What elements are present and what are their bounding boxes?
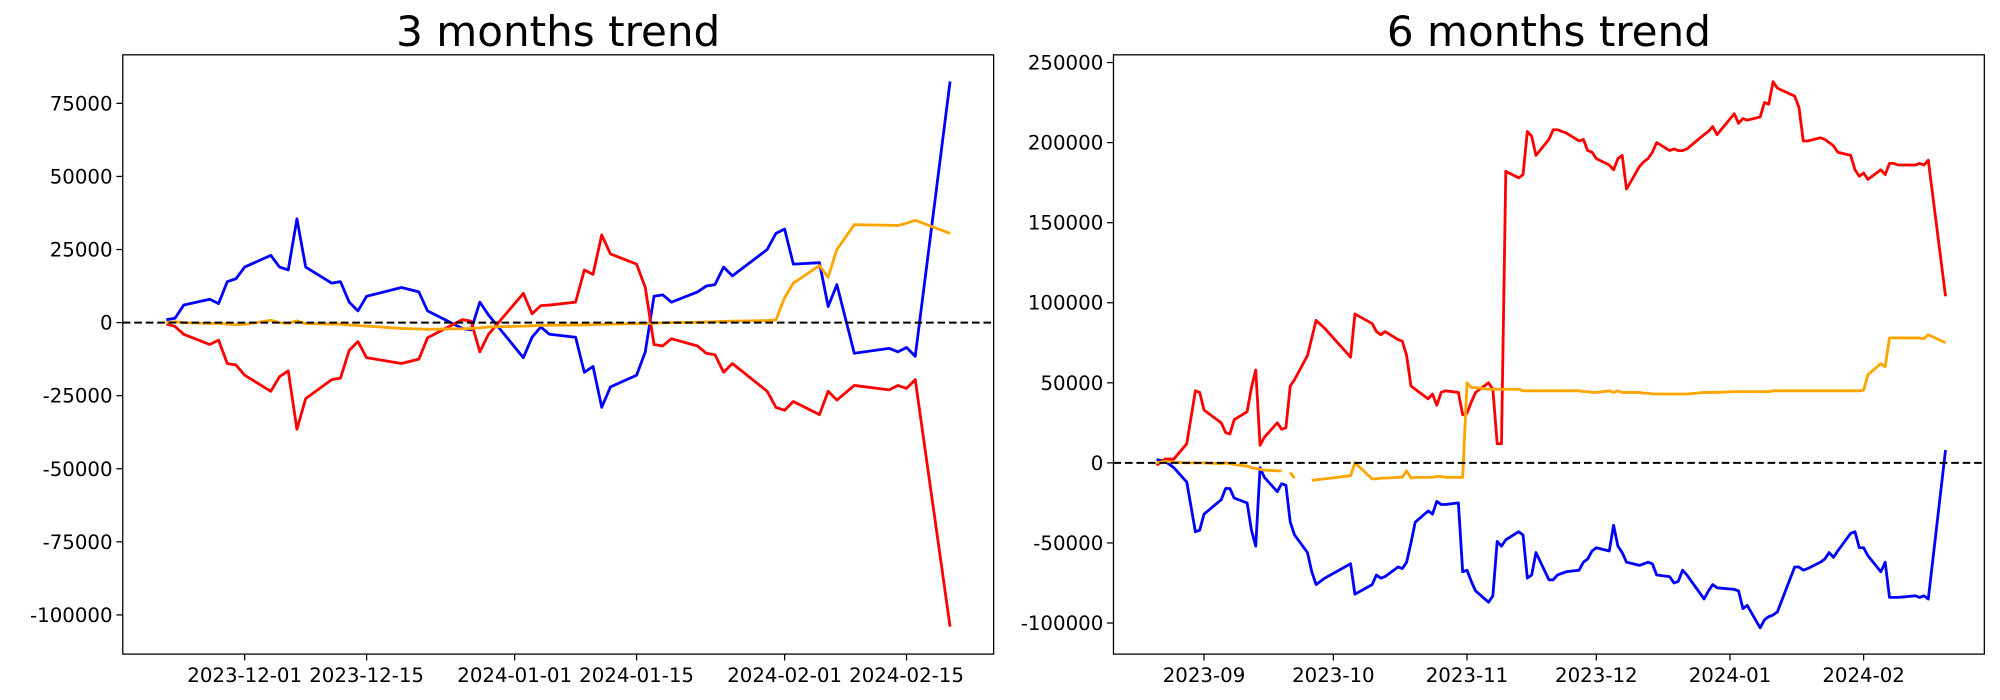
y-tick-label: -25000 <box>43 385 113 408</box>
y-tick-label: 50000 <box>1040 372 1103 395</box>
chart-title: 3 months trend <box>396 7 720 56</box>
y-tick-label: 150000 <box>1028 212 1103 235</box>
series-line <box>1156 449 1947 630</box>
y-tick-label: 0 <box>1091 452 1104 475</box>
series-line <box>166 218 951 331</box>
y-tick-label: 75000 <box>50 92 113 115</box>
x-tick-label: 2024-02-15 <box>849 664 964 687</box>
x-tick-label: 2024-01-01 <box>457 664 572 687</box>
y-tick-label: -100000 <box>30 604 113 627</box>
plot-frame <box>1112 54 1985 655</box>
y-tick-label: 50000 <box>50 165 113 188</box>
y-tick-label: -50000 <box>43 458 113 481</box>
x-tick-label: 2024-02 <box>1822 664 1905 687</box>
y-tick-label: 0 <box>100 312 113 335</box>
x-tick-label: 2023-09 <box>1163 664 1246 687</box>
y-tick-label: -75000 <box>43 531 113 554</box>
series-line <box>166 81 952 409</box>
series-line <box>1155 80 1947 467</box>
chart-title: 6 months trend <box>1387 7 1711 56</box>
x-tick-label: 2023-12-15 <box>309 664 424 687</box>
plot-frame <box>122 54 995 655</box>
series-line <box>1156 333 1947 482</box>
y-tick-label: 100000 <box>1028 292 1103 315</box>
y-tick-label: 200000 <box>1028 132 1103 155</box>
y-tick-label: 250000 <box>1028 52 1103 75</box>
x-tick-label: 2024-01-15 <box>579 664 694 687</box>
x-tick-label: 2023-12-01 <box>187 664 302 687</box>
y-tick-label: -100000 <box>1021 612 1104 635</box>
series-line <box>165 233 952 627</box>
x-tick-label: 2023-10 <box>1292 664 1375 687</box>
x-tick-label: 2024-01 <box>1689 664 1772 687</box>
y-tick-label: -50000 <box>1033 532 1103 555</box>
y-tick-label: 25000 <box>50 239 113 262</box>
x-tick-label: 2023-12 <box>1555 664 1638 687</box>
x-tick-label: 2024-02-01 <box>727 664 842 687</box>
x-tick-label: 2023-11 <box>1426 664 1509 687</box>
